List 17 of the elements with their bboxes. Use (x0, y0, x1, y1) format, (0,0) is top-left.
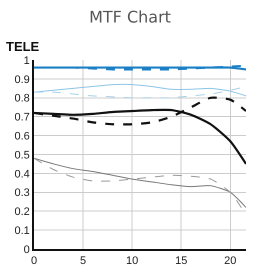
x-tick-label: 5 (80, 255, 86, 268)
y-tick-label: 0.6 (14, 130, 30, 142)
y-tick-label: 0.5 (14, 149, 30, 162)
y-tick-label: 0.3 (14, 187, 30, 200)
y-tick-label: 0.8 (14, 92, 30, 105)
chart-subtitle: TELE (6, 39, 40, 54)
y-tick-label: 1 (24, 54, 30, 67)
x-tick-label: 20 (224, 255, 236, 268)
x-tick-label: 10 (126, 255, 138, 268)
y-tick-label: 0.2 (14, 206, 30, 218)
y-tick-label: 0 (24, 244, 30, 256)
y-tick-label: 0.7 (14, 112, 30, 124)
chart-title: MTF Chart (89, 7, 171, 26)
y-tick-label: 0.9 (14, 74, 30, 86)
y-tick-label: 0.4 (14, 168, 30, 180)
y-tick-label: 0.1 (14, 224, 30, 237)
x-tick-label: 15 (175, 255, 188, 268)
